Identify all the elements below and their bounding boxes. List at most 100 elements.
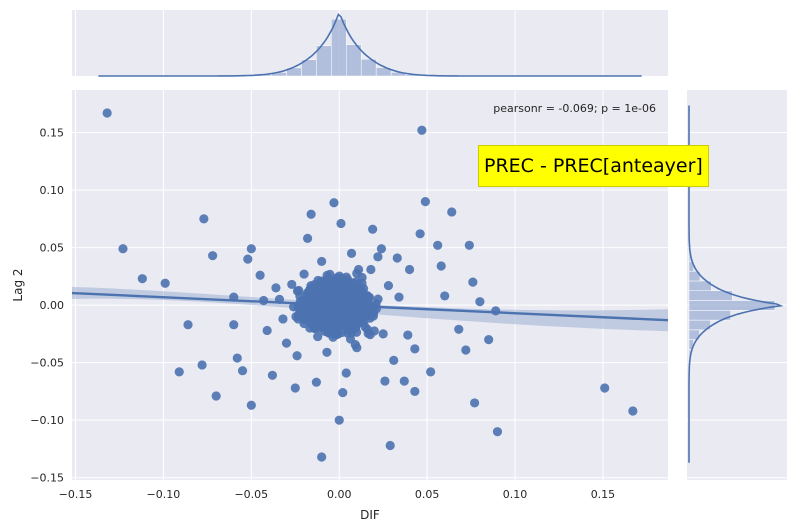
data-point	[313, 331, 323, 342]
data-point	[470, 398, 480, 408]
data-point	[491, 306, 501, 316]
data-point	[278, 314, 288, 324]
data-point	[267, 370, 278, 380]
data-point	[464, 240, 474, 250]
data-point	[378, 329, 388, 339]
data-point	[290, 383, 300, 393]
data-point	[383, 280, 394, 291]
data-point	[415, 229, 425, 239]
data-point	[323, 327, 334, 337]
y-tick-label: −0.05	[30, 357, 64, 370]
marginal-x-kde-line	[98, 13, 642, 77]
data-point	[293, 314, 303, 324]
data-point	[336, 296, 347, 306]
data-point	[433, 240, 443, 250]
data-point	[600, 383, 610, 393]
data-point	[331, 327, 341, 337]
data-point	[311, 377, 321, 387]
data-point	[426, 367, 436, 377]
data-point	[394, 292, 404, 302]
data-point	[229, 320, 239, 330]
marginal-x-bar	[375, 67, 392, 77]
data-point	[321, 318, 331, 328]
data-point	[440, 291, 450, 301]
data-point	[292, 351, 302, 361]
data-point	[468, 277, 478, 287]
data-point	[246, 244, 256, 254]
y-tick-label: 0.10	[40, 184, 65, 197]
y-axis-label: Lag 2	[11, 268, 25, 301]
overlay-caption: PREC - PREC[anteayer]	[478, 145, 709, 187]
data-point	[302, 233, 313, 244]
data-point	[318, 311, 329, 321]
data-point	[369, 326, 379, 336]
data-point	[399, 376, 409, 386]
data-point	[118, 244, 128, 254]
data-point	[208, 251, 218, 261]
data-point	[368, 311, 378, 321]
data-point	[199, 214, 209, 224]
x-axis-label: DIF	[360, 508, 380, 522]
data-point	[484, 335, 494, 345]
data-point	[183, 320, 193, 330]
data-point	[436, 261, 446, 271]
data-point	[328, 292, 338, 302]
data-point	[271, 283, 281, 293]
data-point	[309, 287, 319, 297]
data-point	[373, 252, 383, 262]
data-point	[334, 415, 344, 425]
data-point	[410, 344, 420, 354]
data-point	[346, 248, 357, 258]
data-point	[454, 324, 464, 334]
data-point	[334, 271, 344, 281]
data-point	[341, 311, 351, 322]
data-point	[355, 292, 366, 302]
regression-line	[71, 291, 669, 322]
data-point	[197, 360, 207, 370]
data-point	[237, 366, 248, 376]
y-tick-label: 0.00	[40, 299, 65, 312]
data-point	[321, 288, 331, 299]
data-point	[338, 387, 348, 398]
data-point	[628, 406, 638, 416]
x-tick-label: −0.15	[59, 488, 93, 501]
data-point	[281, 338, 292, 348]
data-point	[420, 196, 430, 207]
y-tick-label: 0.05	[40, 242, 65, 255]
data-point	[299, 269, 309, 279]
data-point	[404, 264, 415, 275]
data-point	[392, 253, 402, 263]
data-point	[368, 224, 378, 234]
data-point	[417, 125, 427, 135]
data-point	[262, 325, 272, 336]
data-point	[350, 323, 360, 333]
data-point	[403, 330, 413, 340]
data-point	[353, 280, 363, 290]
data-point	[308, 294, 319, 305]
data-point	[232, 353, 242, 363]
data-point	[243, 254, 253, 264]
data-point	[211, 391, 221, 401]
y-tick-label: 0.15	[40, 127, 65, 140]
data-point	[174, 367, 184, 377]
x-tick-label: 0.05	[415, 488, 440, 501]
data-point	[306, 209, 316, 219]
y-tick-label: −0.10	[30, 414, 64, 427]
data-point	[385, 440, 395, 451]
data-point	[317, 452, 327, 462]
data-point	[329, 198, 339, 208]
x-tick-label: 0.00	[327, 488, 352, 501]
data-point	[447, 207, 457, 217]
main-plot-panel: pearsonr = -0.069; p = 1e-06	[71, 90, 669, 480]
data-point	[336, 218, 346, 229]
data-point	[317, 256, 327, 267]
data-point	[376, 244, 387, 254]
data-point	[246, 400, 256, 410]
data-point	[321, 275, 332, 286]
data-point	[160, 278, 170, 288]
data-point	[352, 268, 362, 278]
data-point	[255, 270, 265, 280]
data-point	[492, 427, 503, 437]
data-point	[309, 320, 319, 330]
